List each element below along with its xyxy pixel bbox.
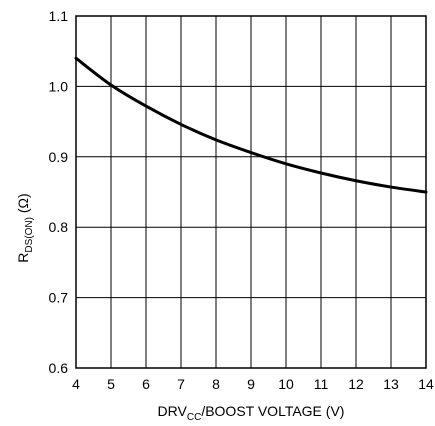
x-tick-label: 13: [383, 376, 399, 392]
x-tick-label: 12: [348, 376, 364, 392]
x-axis-title: DRVCC/BOOST VOLTAGE (V): [158, 403, 345, 423]
series-line: [74, 56, 428, 194]
y-tick-label: 0.7: [49, 290, 69, 306]
x-tick-label: 4: [72, 376, 80, 392]
y-tick-labels: 0.6 0.7 0.8 0.9 1.0 1.1: [49, 8, 69, 376]
y-tick-label: 0.6: [49, 360, 69, 376]
x-tick-label: 10: [278, 376, 294, 392]
x-tick-label: 11: [314, 376, 329, 392]
y-tick-label: 1.1: [49, 8, 69, 24]
y-axis-title: RDS(ON) (Ω): [15, 193, 35, 262]
x-tick-label: 7: [177, 376, 185, 392]
y-tick-label: 1.0: [49, 78, 69, 94]
x-tick-label: 5: [107, 376, 115, 392]
x-tick-label: 6: [142, 376, 150, 392]
x-tick-label: 9: [247, 376, 255, 392]
x-tick-label: 14: [418, 376, 434, 392]
x-tick-labels: 4 5 6 7 8 9 10 11 12 13 14: [72, 376, 434, 392]
y-tick-label: 0.8: [49, 219, 69, 235]
y-tick-label: 0.9: [49, 149, 69, 165]
x-tick-label: 8: [212, 376, 220, 392]
plot-frame: [75, 15, 427, 369]
grid: [75, 15, 427, 369]
